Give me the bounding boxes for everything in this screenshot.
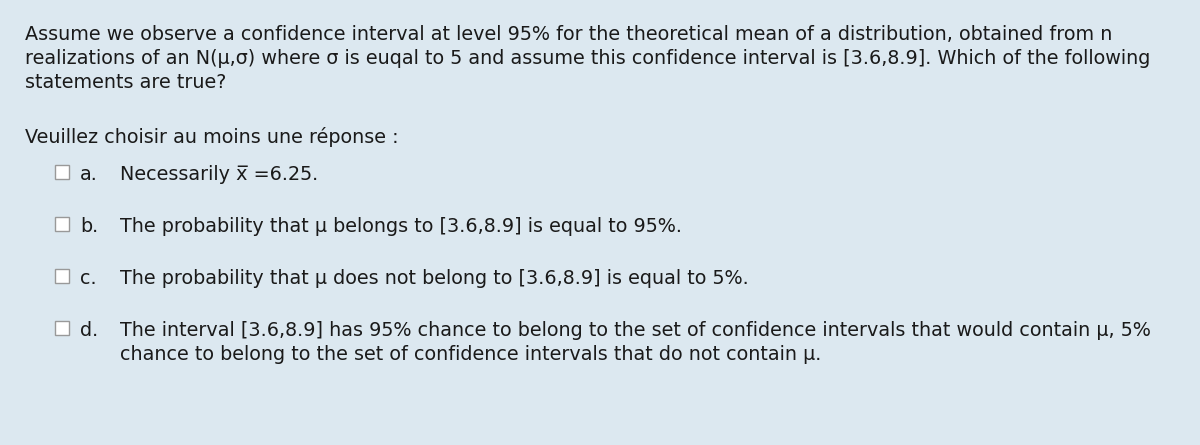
Text: statements are true?: statements are true?: [25, 73, 227, 92]
Text: Necessarily x̅ =6.25.: Necessarily x̅ =6.25.: [120, 165, 318, 184]
FancyBboxPatch shape: [55, 165, 70, 179]
Text: realizations of an N(μ,σ) where σ is euqal to 5 and assume this confidence inter: realizations of an N(μ,σ) where σ is euq…: [25, 49, 1151, 68]
Text: b.: b.: [80, 217, 98, 236]
Text: d.: d.: [80, 321, 98, 340]
Text: The probability that μ belongs to [3.6,8.9] is equal to 95%.: The probability that μ belongs to [3.6,8…: [120, 217, 682, 236]
Text: Assume we observe a confidence interval at level 95% for the theoretical mean of: Assume we observe a confidence interval …: [25, 25, 1112, 44]
Text: c.: c.: [80, 269, 97, 288]
Text: The probability that μ does not belong to [3.6,8.9] is equal to 5%.: The probability that μ does not belong t…: [120, 269, 749, 288]
Text: The interval [3.6,8.9] has 95% chance to belong to the set of confidence interva: The interval [3.6,8.9] has 95% chance to…: [120, 321, 1151, 340]
FancyBboxPatch shape: [55, 321, 70, 335]
FancyBboxPatch shape: [55, 269, 70, 283]
FancyBboxPatch shape: [55, 217, 70, 231]
Text: Veuillez choisir au moins une réponse :: Veuillez choisir au moins une réponse :: [25, 127, 398, 147]
Text: chance to belong to the set of confidence intervals that do not contain μ.: chance to belong to the set of confidenc…: [120, 345, 821, 364]
Text: a.: a.: [80, 165, 98, 184]
